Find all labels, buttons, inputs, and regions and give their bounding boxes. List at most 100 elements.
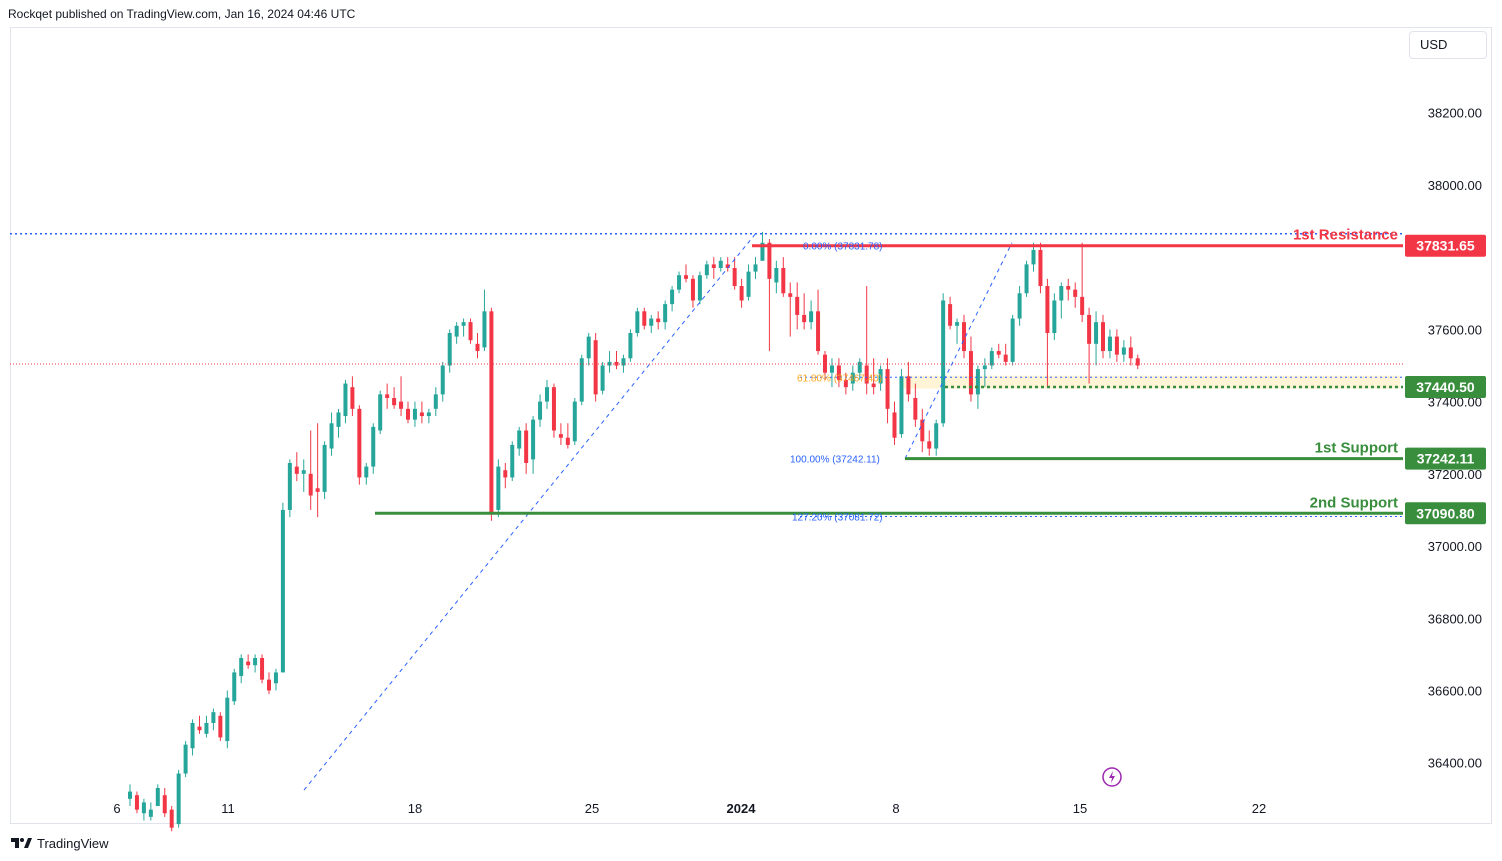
candle-body (211, 712, 216, 723)
price-tick-label: 37400.00 (1428, 395, 1482, 410)
candle-body (1017, 293, 1022, 319)
candle-body (531, 419, 536, 460)
candle-body (920, 419, 925, 442)
tradingview-logo-icon (11, 838, 32, 848)
candle-body (600, 365, 605, 391)
candle-body (433, 394, 438, 409)
candle-body (267, 679, 271, 691)
candle-body (419, 412, 424, 417)
date-tick-label: 25 (585, 801, 599, 816)
candle-body (204, 722, 209, 734)
candle-body (774, 267, 779, 283)
candle-body (357, 408, 362, 478)
publish-info: Rockqet published on TradingView.com, Ja… (8, 7, 356, 21)
candle-body (273, 672, 278, 684)
candle-body (218, 715, 223, 738)
candle-body (510, 444, 515, 478)
candle-body (690, 278, 695, 301)
candle-body (948, 304, 953, 326)
chart-frame[interactable] (10, 27, 1492, 824)
candle-body (260, 657, 265, 680)
price-tick-label: 36600.00 (1428, 683, 1482, 698)
price-badge-label: 37090.80 (1416, 505, 1475, 521)
candle-body (1024, 264, 1029, 294)
candle-body (1121, 347, 1126, 355)
candle-body (593, 340, 598, 395)
candle-body (1114, 336, 1119, 355)
candle-body (697, 275, 702, 301)
price-tick-label: 37600.00 (1428, 322, 1482, 337)
candle-body (440, 365, 445, 395)
candle-body (503, 470, 508, 478)
price-badge (1405, 502, 1486, 525)
price-tick-label: 37200.00 (1428, 467, 1482, 482)
candle-body (545, 387, 549, 402)
candle-body (586, 336, 591, 359)
candle-body (684, 275, 688, 279)
level-label: 1st Support (1315, 440, 1398, 457)
currency-selector[interactable]: USD (1409, 31, 1487, 59)
candle-body (781, 267, 786, 294)
price-tick-label: 38200.00 (1428, 106, 1482, 121)
candle-body (1073, 289, 1078, 297)
candle-body (899, 376, 904, 435)
fib-label: 127.20% (37081.72) (792, 513, 883, 524)
candle-body (176, 773, 181, 825)
candle-body (1080, 296, 1085, 315)
price-axis[interactable]: 38200.00 38000.00 37600.00 37400.00 37200.00… (1405, 106, 1486, 771)
candle-body (148, 809, 153, 817)
candle-body (962, 322, 966, 352)
candle-body (663, 304, 668, 323)
candle-body (301, 470, 306, 474)
candle-body (843, 379, 848, 388)
candle-body (253, 657, 258, 666)
candle-body (795, 296, 800, 315)
candle-body (399, 401, 404, 409)
price-tick-label: 36800.00 (1428, 611, 1482, 626)
candle-body (385, 394, 390, 398)
price-tick-label: 36400.00 (1428, 756, 1482, 771)
date-tick-label: 6 (113, 801, 120, 816)
fib-trend-line (303, 231, 758, 791)
candle-body (155, 787, 160, 807)
candle-body (816, 311, 821, 352)
candle-body (704, 264, 709, 276)
candle-body (392, 397, 397, 406)
candle-body (677, 275, 682, 290)
candle-body (836, 365, 841, 380)
candle-body (572, 401, 577, 442)
candle-body (239, 657, 244, 677)
date-tick-label: 18 (408, 801, 422, 816)
candle-body (649, 318, 654, 326)
candle-body (1010, 318, 1015, 362)
candle-body (955, 322, 960, 326)
candle-body (1003, 354, 1008, 362)
fib-trend-line (904, 242, 1013, 459)
candle-body (906, 376, 911, 395)
time-axis[interactable]: 6 11 18 25 2024 8 15 22 (113, 801, 1266, 816)
candle-body (128, 791, 132, 799)
candle-body (1107, 336, 1112, 352)
price-badge-label: 37831.65 (1416, 238, 1475, 254)
price-badge-label: 37242.11 (1417, 451, 1475, 467)
candle-body (642, 311, 647, 326)
candle-body (287, 462, 292, 510)
candle-body (975, 369, 980, 395)
candle-body (1045, 286, 1050, 333)
candle-body (968, 351, 973, 395)
candle-body (447, 332, 452, 366)
candle-body (489, 311, 494, 514)
candle-body (711, 264, 716, 268)
candle-body (1031, 249, 1036, 265)
candle-body (850, 372, 855, 384)
candle-body (753, 264, 758, 272)
candle-body (913, 397, 918, 420)
candle-body (823, 354, 827, 373)
candle-body (1135, 358, 1140, 366)
lightning-icon[interactable] (1101, 766, 1123, 788)
candle-series (128, 231, 1140, 832)
candle-body (767, 242, 772, 279)
candle-body (621, 358, 626, 366)
price-badge (1405, 447, 1486, 470)
